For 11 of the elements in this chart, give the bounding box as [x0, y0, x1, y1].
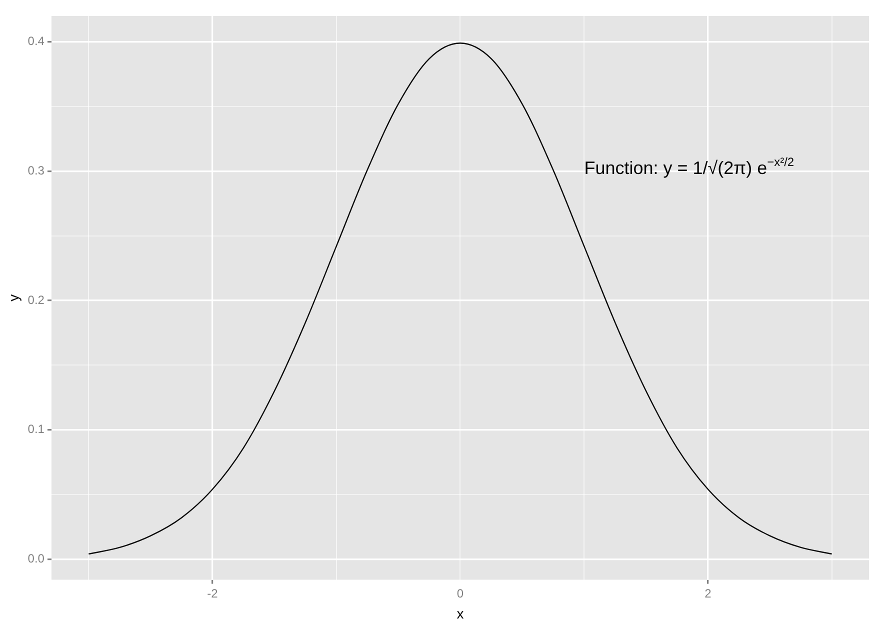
y-tick-label: 0.3 — [28, 163, 45, 178]
y-tick-label: 0.1 — [28, 422, 45, 436]
x-tick-label: 2 — [704, 586, 712, 600]
y-tick-label: 0.0 — [28, 551, 45, 566]
x-tick-label: 0 — [456, 586, 464, 600]
y-tick-label: 0.4 — [28, 34, 45, 48]
y-axis-title: y — [5, 294, 22, 302]
line-series — [88, 42, 832, 555]
x-tick-label: -2 — [207, 586, 218, 600]
x-axis-title: x — [456, 605, 464, 622]
y-tick-label: 0.2 — [28, 292, 45, 307]
